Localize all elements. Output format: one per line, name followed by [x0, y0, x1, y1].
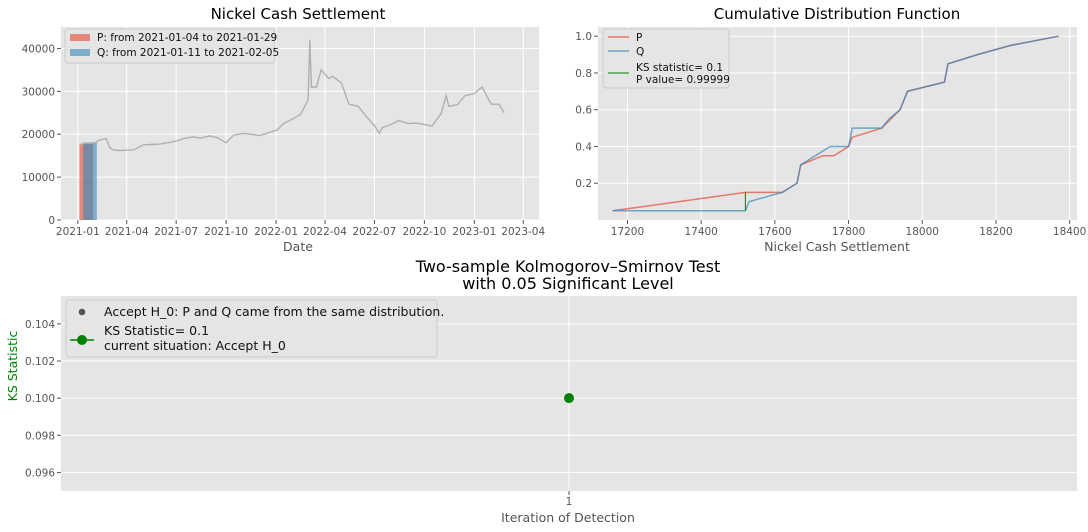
ks-chart-xlabel: Iteration of Detection	[501, 510, 635, 525]
cdf-chart-yticks: 0.2 0.4 0.6 0.8 1.0	[575, 31, 598, 190]
legend-label-p-value: P value= 0.99999	[636, 74, 730, 86]
x-tick-label: 17400	[684, 226, 717, 238]
price-chart-xlabel: Date	[283, 239, 313, 254]
price-chart-windows	[79, 142, 97, 220]
price-chart-legend: P: from 2021-01-04 to 2021-01-29 Q: from…	[64, 28, 279, 64]
legend-box	[64, 28, 276, 64]
y-tick-label: 0.096	[25, 467, 55, 479]
cdf-chart-title: Cumulative Distribution Function	[714, 5, 960, 23]
ks-test-chart: Two-sample Kolmogorov–Smirnov Test with …	[5, 257, 1077, 525]
cdf-chart-xlabel: Nickel Cash Settlement	[764, 239, 910, 254]
x-tick-label: 2021-07	[154, 226, 198, 238]
legend-label-q: Q	[636, 46, 644, 58]
x-tick-label: 17800	[832, 226, 865, 238]
ks-chart-subtitle: with 0.05 Significant Level	[462, 274, 674, 293]
ks-chart-title: Two-sample Kolmogorov–Smirnov Test	[415, 257, 721, 276]
legend-label-accept: Accept H_0: P and Q came from the same d…	[104, 304, 444, 319]
y-tick-label: 20000	[22, 129, 55, 141]
legend-label-ks-stat: KS Statistic= 0.1	[104, 323, 209, 338]
x-tick-label: 2021-04	[105, 226, 149, 238]
x-tick-label: 2021-10	[204, 226, 248, 238]
x-tick-label: 17600	[758, 226, 791, 238]
y-tick-label: 1.0	[575, 31, 592, 43]
legend-box	[65, 299, 438, 358]
y-tick-label: 0.8	[575, 68, 592, 80]
y-tick-label: 0	[48, 215, 55, 227]
x-tick-label: 2023-01	[452, 226, 496, 238]
legend-label-p: P	[636, 32, 642, 44]
y-tick-label: 0.4	[575, 141, 592, 153]
ks-chart-points	[564, 393, 574, 404]
x-tick-label: 2023-04	[501, 226, 545, 238]
y-tick-label: 30000	[22, 86, 55, 98]
x-tick-label: 17200	[611, 226, 644, 238]
ks-chart-legend: Accept H_0: P and Q came from the same d…	[65, 299, 444, 358]
y-tick-label: 0.6	[575, 105, 592, 117]
y-tick-label: 10000	[22, 172, 55, 184]
window-q-bar	[83, 142, 97, 220]
y-tick-label: 0.100	[25, 393, 55, 405]
ks-chart-ylabel: KS Statistic	[5, 331, 20, 402]
legend-swatch-q	[70, 49, 90, 56]
legend-label-q: Q: from 2021-01-11 to 2021-02-05	[97, 47, 279, 59]
ks-chart-xticks: 1	[566, 491, 573, 508]
cdf-chart-xticks: 17200 17400 17600 17800 18000 18200 18400	[611, 220, 1086, 238]
legend-label-situation: current situation: Accept H_0	[104, 338, 286, 353]
x-tick-label: 2022-04	[303, 226, 347, 238]
legend-swatch-p	[70, 34, 90, 41]
cdf-series-q-line	[612, 35, 1059, 212]
price-series-line	[79, 39, 505, 152]
price-chart-title: Nickel Cash Settlement	[211, 5, 386, 23]
legend-label-ks-stat: KS statistic= 0.1	[636, 62, 723, 74]
cdf-chart: Cumulative Distribution Function 0.20.40…	[575, 5, 1086, 254]
y-tick-label: 0.098	[25, 430, 55, 442]
x-tick-label: 1	[566, 496, 573, 508]
cdf-chart-grid	[598, 27, 1077, 220]
price-chart: Nickel Cash Settlement 0 10000 20000 30000 4…	[22, 5, 546, 254]
x-tick-label: 2022-07	[352, 226, 396, 238]
legend-marker-accept	[78, 308, 86, 316]
y-tick-label: 0.2	[575, 178, 592, 190]
x-tick-label: 2022-10	[402, 226, 446, 238]
y-tick-label: 0.102	[25, 356, 55, 368]
x-tick-label: 18400	[1053, 226, 1086, 238]
x-tick-label: 18200	[979, 226, 1012, 238]
y-tick-label: 40000	[22, 43, 55, 55]
price-chart-yticks: 0 10000 20000 30000 40000	[22, 43, 61, 227]
x-tick-label: 2022-01	[254, 226, 298, 238]
legend-box	[602, 28, 730, 89]
legend-label-p: P: from 2021-01-04 to 2021-01-29	[97, 32, 277, 44]
ks-statistic-point	[564, 393, 574, 404]
legend-marker-ks	[77, 335, 87, 345]
cdf-chart-legend: P Q KS statistic= 0.1 P value= 0.99999	[602, 28, 730, 89]
price-chart-xticks: 2021-01 2021-04 2021-07 2021-10 2022-01 2022-…	[56, 220, 546, 238]
x-tick-label: 18000	[906, 226, 939, 238]
ks-chart-yticks: 0.096 0.098 0.100 0.102 0.104	[25, 319, 61, 479]
x-tick-label: 2021-01	[56, 226, 100, 238]
y-tick-label: 0.104	[25, 319, 55, 331]
